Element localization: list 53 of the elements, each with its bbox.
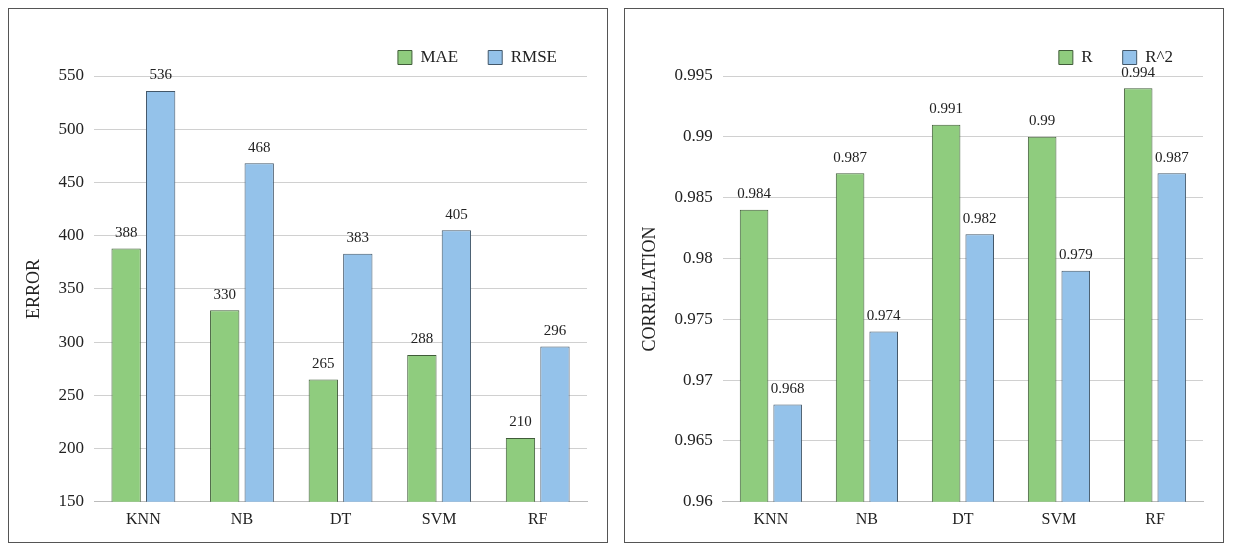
y-tick-label: 0.985 (674, 187, 713, 207)
y-tick-label: 400 (58, 225, 85, 245)
data-label: 0.979 (1058, 246, 1093, 263)
y-axis-title: CORRELATION (638, 226, 659, 352)
x-tick-label: SVM (1041, 509, 1077, 527)
data-label: 383 (346, 229, 370, 246)
x-tick-label: SVM (421, 509, 457, 527)
legend-label: R (1081, 46, 1094, 66)
data-label: 0.994 (1121, 63, 1156, 80)
data-label: 330 (213, 285, 236, 302)
data-label: 405 (445, 205, 468, 222)
x-tick-label: NB (230, 509, 254, 527)
y-tick-label: 450 (58, 171, 85, 191)
y-tick-label: 250 (58, 384, 85, 404)
data-label: 0.99 (1029, 112, 1056, 129)
y-tick-label: 550 (58, 65, 85, 85)
data-label: 0.991 (929, 100, 963, 117)
data-label: 0.987 (1154, 148, 1190, 165)
legend-label: RMSE (510, 46, 557, 66)
legend-label: R^2 (1145, 46, 1174, 66)
y-tick-label: 0.965 (674, 430, 713, 450)
x-tick-label: RF (527, 509, 548, 527)
y-tick-label: 150 (58, 491, 85, 511)
y-tick-label: 200 (58, 438, 85, 458)
x-tick-label: KNN (753, 509, 789, 527)
y-tick-label: 0.975 (674, 308, 713, 328)
y-tick-label: 300 (58, 331, 85, 351)
y-tick-label: 0.98 (683, 247, 713, 267)
x-tick-label: DT (329, 509, 352, 527)
data-label: 0.968 (770, 379, 805, 396)
data-label: 468 (247, 138, 271, 155)
y-tick-label: 0.995 (674, 65, 713, 85)
data-label: 210 (509, 413, 532, 430)
y-tick-label: 0.96 (683, 491, 713, 511)
data-label: 0.982 (962, 209, 997, 226)
data-label: 0.984 (737, 185, 772, 202)
data-label: 0.974 (866, 306, 902, 323)
y-tick-label: 500 (58, 118, 85, 138)
x-tick-label: KNN (126, 509, 162, 527)
data-label: 388 (114, 223, 138, 240)
x-tick-label: NB (855, 509, 879, 527)
x-tick-label: DT (952, 509, 974, 527)
data-label: 0.987 (833, 148, 868, 165)
y-tick-label: 0.97 (683, 369, 714, 389)
y-axis-title: ERROR (22, 258, 43, 319)
y-tick-label: 350 (58, 278, 85, 298)
data-label: 536 (149, 66, 173, 83)
data-label: 265 (312, 354, 335, 371)
data-label: 296 (543, 321, 567, 338)
x-tick-label: RF (1145, 509, 1165, 527)
legend-label: MAE (420, 46, 459, 66)
data-label: 288 (410, 330, 434, 347)
y-tick-label: 0.99 (683, 126, 713, 146)
